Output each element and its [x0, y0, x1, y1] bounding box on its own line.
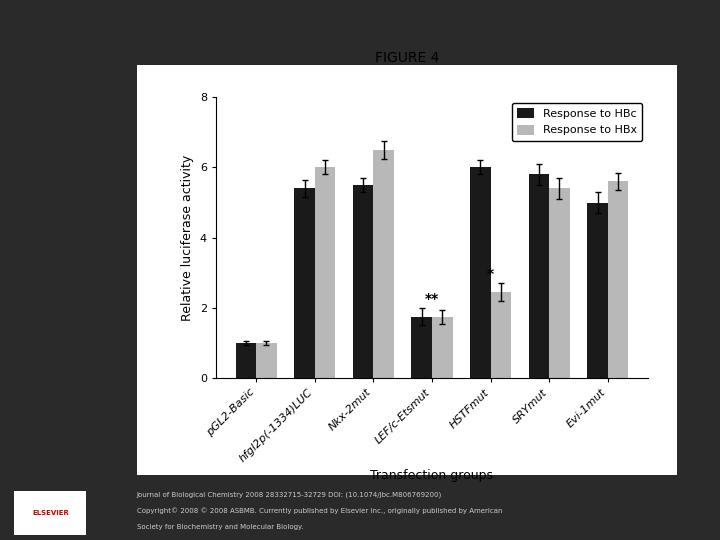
Text: *: * [487, 267, 494, 281]
Bar [608, 181, 629, 378]
Text: FIGURE 4: FIGURE 4 [374, 51, 439, 65]
Text: ELSEVIER: ELSEVIER [32, 510, 69, 516]
Bar [374, 150, 394, 378]
Bar [432, 316, 452, 378]
Text: Society for Biochemistry and Molecular Biology.: Society for Biochemistry and Molecular B… [137, 524, 303, 530]
Bar [256, 343, 276, 378]
Bar [353, 185, 374, 378]
Bar [549, 188, 570, 378]
Text: Journal of Biological Chemistry 2008 28332715-32729 DOI: (10.1074/jbc.M806769200: Journal of Biological Chemistry 2008 283… [137, 491, 442, 498]
Y-axis label: Relative luciferase activity: Relative luciferase activity [181, 154, 194, 321]
Text: Copyright© 2008 © 2008 ASBMB. Currently published by Elsevier Inc., originally p: Copyright© 2008 © 2008 ASBMB. Currently … [137, 508, 503, 514]
Bar [588, 202, 608, 378]
Bar [315, 167, 336, 378]
Bar [490, 292, 511, 378]
Bar [470, 167, 490, 378]
Bar [412, 316, 432, 378]
X-axis label: Transfection groups: Transfection groups [371, 469, 493, 482]
Bar [294, 188, 315, 378]
Legend: Response to HBc, Response to HBx: Response to HBc, Response to HBx [512, 103, 642, 141]
Text: **: ** [425, 292, 439, 306]
Bar [528, 174, 549, 378]
Bar [235, 343, 256, 378]
